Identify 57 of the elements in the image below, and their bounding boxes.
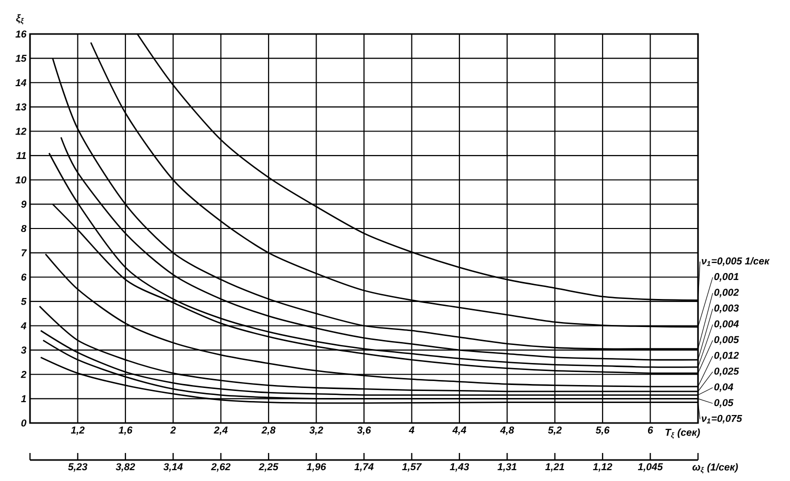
y-tick-label: 8 bbox=[21, 224, 26, 232]
legend-label: 0,05 bbox=[714, 399, 734, 408]
x-axis-title: T$_{ξ}$ (сек) bbox=[665, 428, 700, 439]
text: 0,002 bbox=[714, 288, 739, 298]
x-tick-label: 2 bbox=[170, 426, 176, 434]
x-tick-label: 4,4 bbox=[452, 426, 466, 435]
x-tick-label: 3,6 bbox=[357, 426, 371, 436]
y-tick-label: 2 bbox=[20, 370, 26, 378]
text: 1,12 bbox=[593, 463, 612, 472]
text: 0,004 bbox=[714, 320, 739, 329]
x2-axis-title: ω$_{ξ}$ (1/сек) bbox=[692, 463, 738, 474]
y-tick-label: 16 bbox=[16, 30, 27, 38]
x-tick-label: 2,8 bbox=[261, 426, 276, 436]
text: 2,62 bbox=[210, 463, 230, 472]
text: 0,025 bbox=[714, 368, 740, 376]
y-tick-label: 3 bbox=[20, 346, 26, 354]
y-tick-label: 4 bbox=[20, 322, 26, 330]
text: 1,21 bbox=[545, 463, 564, 472]
text: 1,31 bbox=[498, 463, 516, 472]
x-tick-label: 5,6 bbox=[596, 426, 610, 436]
x-tick-label: 1,6 bbox=[118, 426, 132, 436]
text: 1,57 bbox=[402, 463, 422, 472]
legend-label: 0,04 bbox=[714, 383, 734, 392]
text: 5,23 bbox=[68, 463, 88, 472]
text: 1,96 bbox=[306, 463, 326, 472]
y-tick-label: 0 bbox=[21, 419, 26, 427]
text: 3,14 bbox=[163, 463, 183, 472]
x-tick-label: 5,2 bbox=[548, 426, 562, 436]
y-tick-label: 7 bbox=[22, 249, 27, 256]
x-tick-label: 2,4 bbox=[214, 426, 228, 436]
text: 0,005 bbox=[714, 336, 740, 345]
x-tick-label: 4,8 bbox=[500, 426, 514, 436]
y-tick-label: 6 bbox=[21, 274, 27, 281]
text: 0,012 bbox=[714, 352, 739, 360]
text: 1,74 bbox=[354, 463, 374, 472]
y-tick-label: 11 bbox=[16, 152, 26, 159]
y-tick-label: 12 bbox=[16, 128, 26, 135]
y-axis-title: ξ$_{ξ}$ bbox=[16, 14, 24, 24]
y-tick-label: 14 bbox=[16, 79, 26, 86]
text: 0,003 bbox=[714, 304, 739, 314]
series-label: ν$_{1}$=0,075 bbox=[702, 414, 742, 424]
text: 0,001 bbox=[714, 273, 738, 282]
x-tick-label: 1,2 bbox=[70, 426, 85, 436]
text: 1,045 bbox=[638, 463, 663, 472]
x-tick-label: 6 bbox=[648, 426, 654, 434]
y-tick-label: 1 bbox=[21, 395, 26, 402]
y-tick-label: 9 bbox=[21, 200, 26, 208]
y-tick-label: 15 bbox=[16, 54, 27, 62]
text: ν$_{1}$=0,005 1/сек bbox=[702, 257, 770, 266]
x-tick-label: 3,2 bbox=[309, 426, 324, 436]
text: 2,25 bbox=[258, 463, 278, 472]
y-tick-label: 13 bbox=[16, 103, 26, 110]
y-tick-label: 10 bbox=[16, 176, 26, 184]
x-tick-label: 4 bbox=[408, 426, 414, 434]
text: 1,43 bbox=[450, 463, 470, 472]
text: 3,82 bbox=[116, 463, 136, 472]
y-tick-label: 5 bbox=[21, 298, 27, 305]
